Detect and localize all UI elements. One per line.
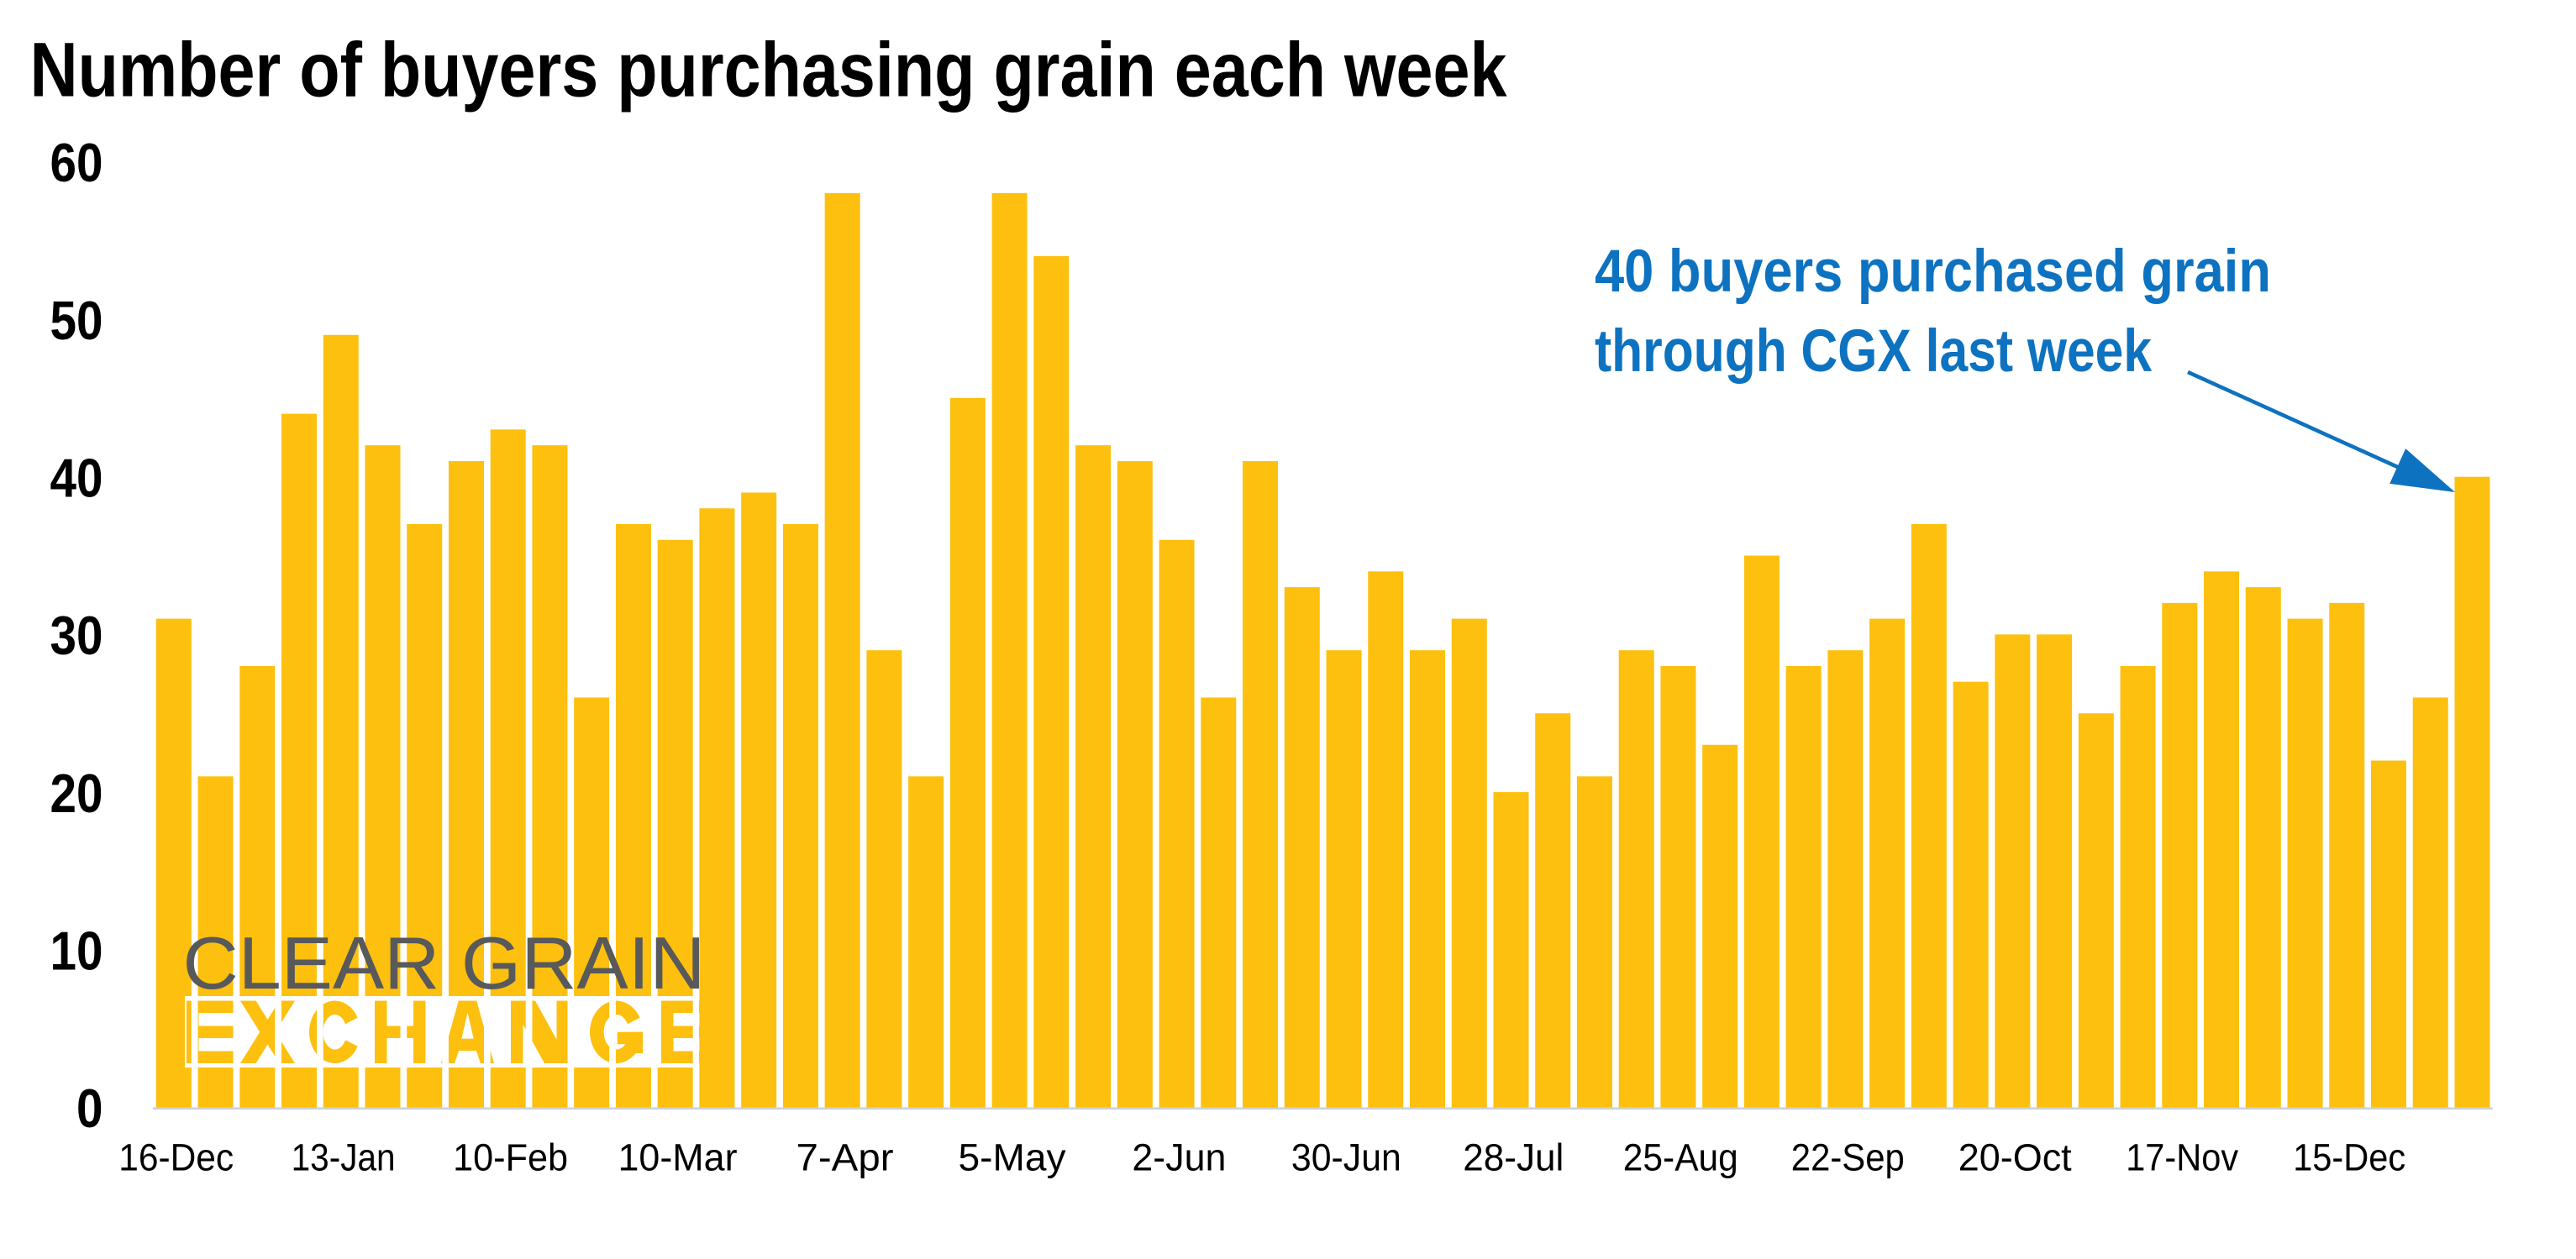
svg-text:15-Dec: 15-Dec — [2293, 1136, 2405, 1179]
svg-text:22-Sep: 22-Sep — [1791, 1136, 1905, 1179]
svg-text:40 buyers purchased grain: 40 buyers purchased grain — [1595, 239, 2271, 305]
svg-text:5-May: 5-May — [959, 1136, 1066, 1179]
svg-text:through CGX last week: through CGX last week — [1595, 318, 2152, 385]
svg-text:28-Jul: 28-Jul — [1463, 1136, 1564, 1179]
svg-text:50: 50 — [50, 290, 103, 351]
svg-text:60: 60 — [50, 132, 103, 193]
svg-text:16-Dec: 16-Dec — [118, 1136, 234, 1179]
svg-text:10-Mar: 10-Mar — [618, 1136, 738, 1179]
svg-text:10: 10 — [50, 921, 103, 982]
svg-text:20: 20 — [50, 763, 103, 824]
svg-text:0: 0 — [76, 1078, 103, 1139]
svg-text:7-Apr: 7-Apr — [796, 1136, 894, 1179]
svg-text:2-Jun: 2-Jun — [1132, 1136, 1226, 1179]
svg-text:30-Jun: 30-Jun — [1291, 1136, 1401, 1179]
svg-text:20-Oct: 20-Oct — [1958, 1136, 2072, 1179]
svg-text:Number of buyers purchasing gr: Number of buyers purchasing grain each w… — [30, 28, 1507, 113]
svg-text:30: 30 — [50, 605, 103, 666]
svg-text:40: 40 — [50, 448, 103, 509]
svg-text:13-Jan: 13-Jan — [292, 1136, 396, 1179]
svg-text:CLEAR GRAIN: CLEAR GRAIN — [183, 922, 706, 1005]
svg-text:10-Feb: 10-Feb — [453, 1136, 568, 1179]
svg-text:25-Aug: 25-Aug — [1623, 1136, 1738, 1179]
svg-text:17-Nov: 17-Nov — [2126, 1136, 2238, 1179]
